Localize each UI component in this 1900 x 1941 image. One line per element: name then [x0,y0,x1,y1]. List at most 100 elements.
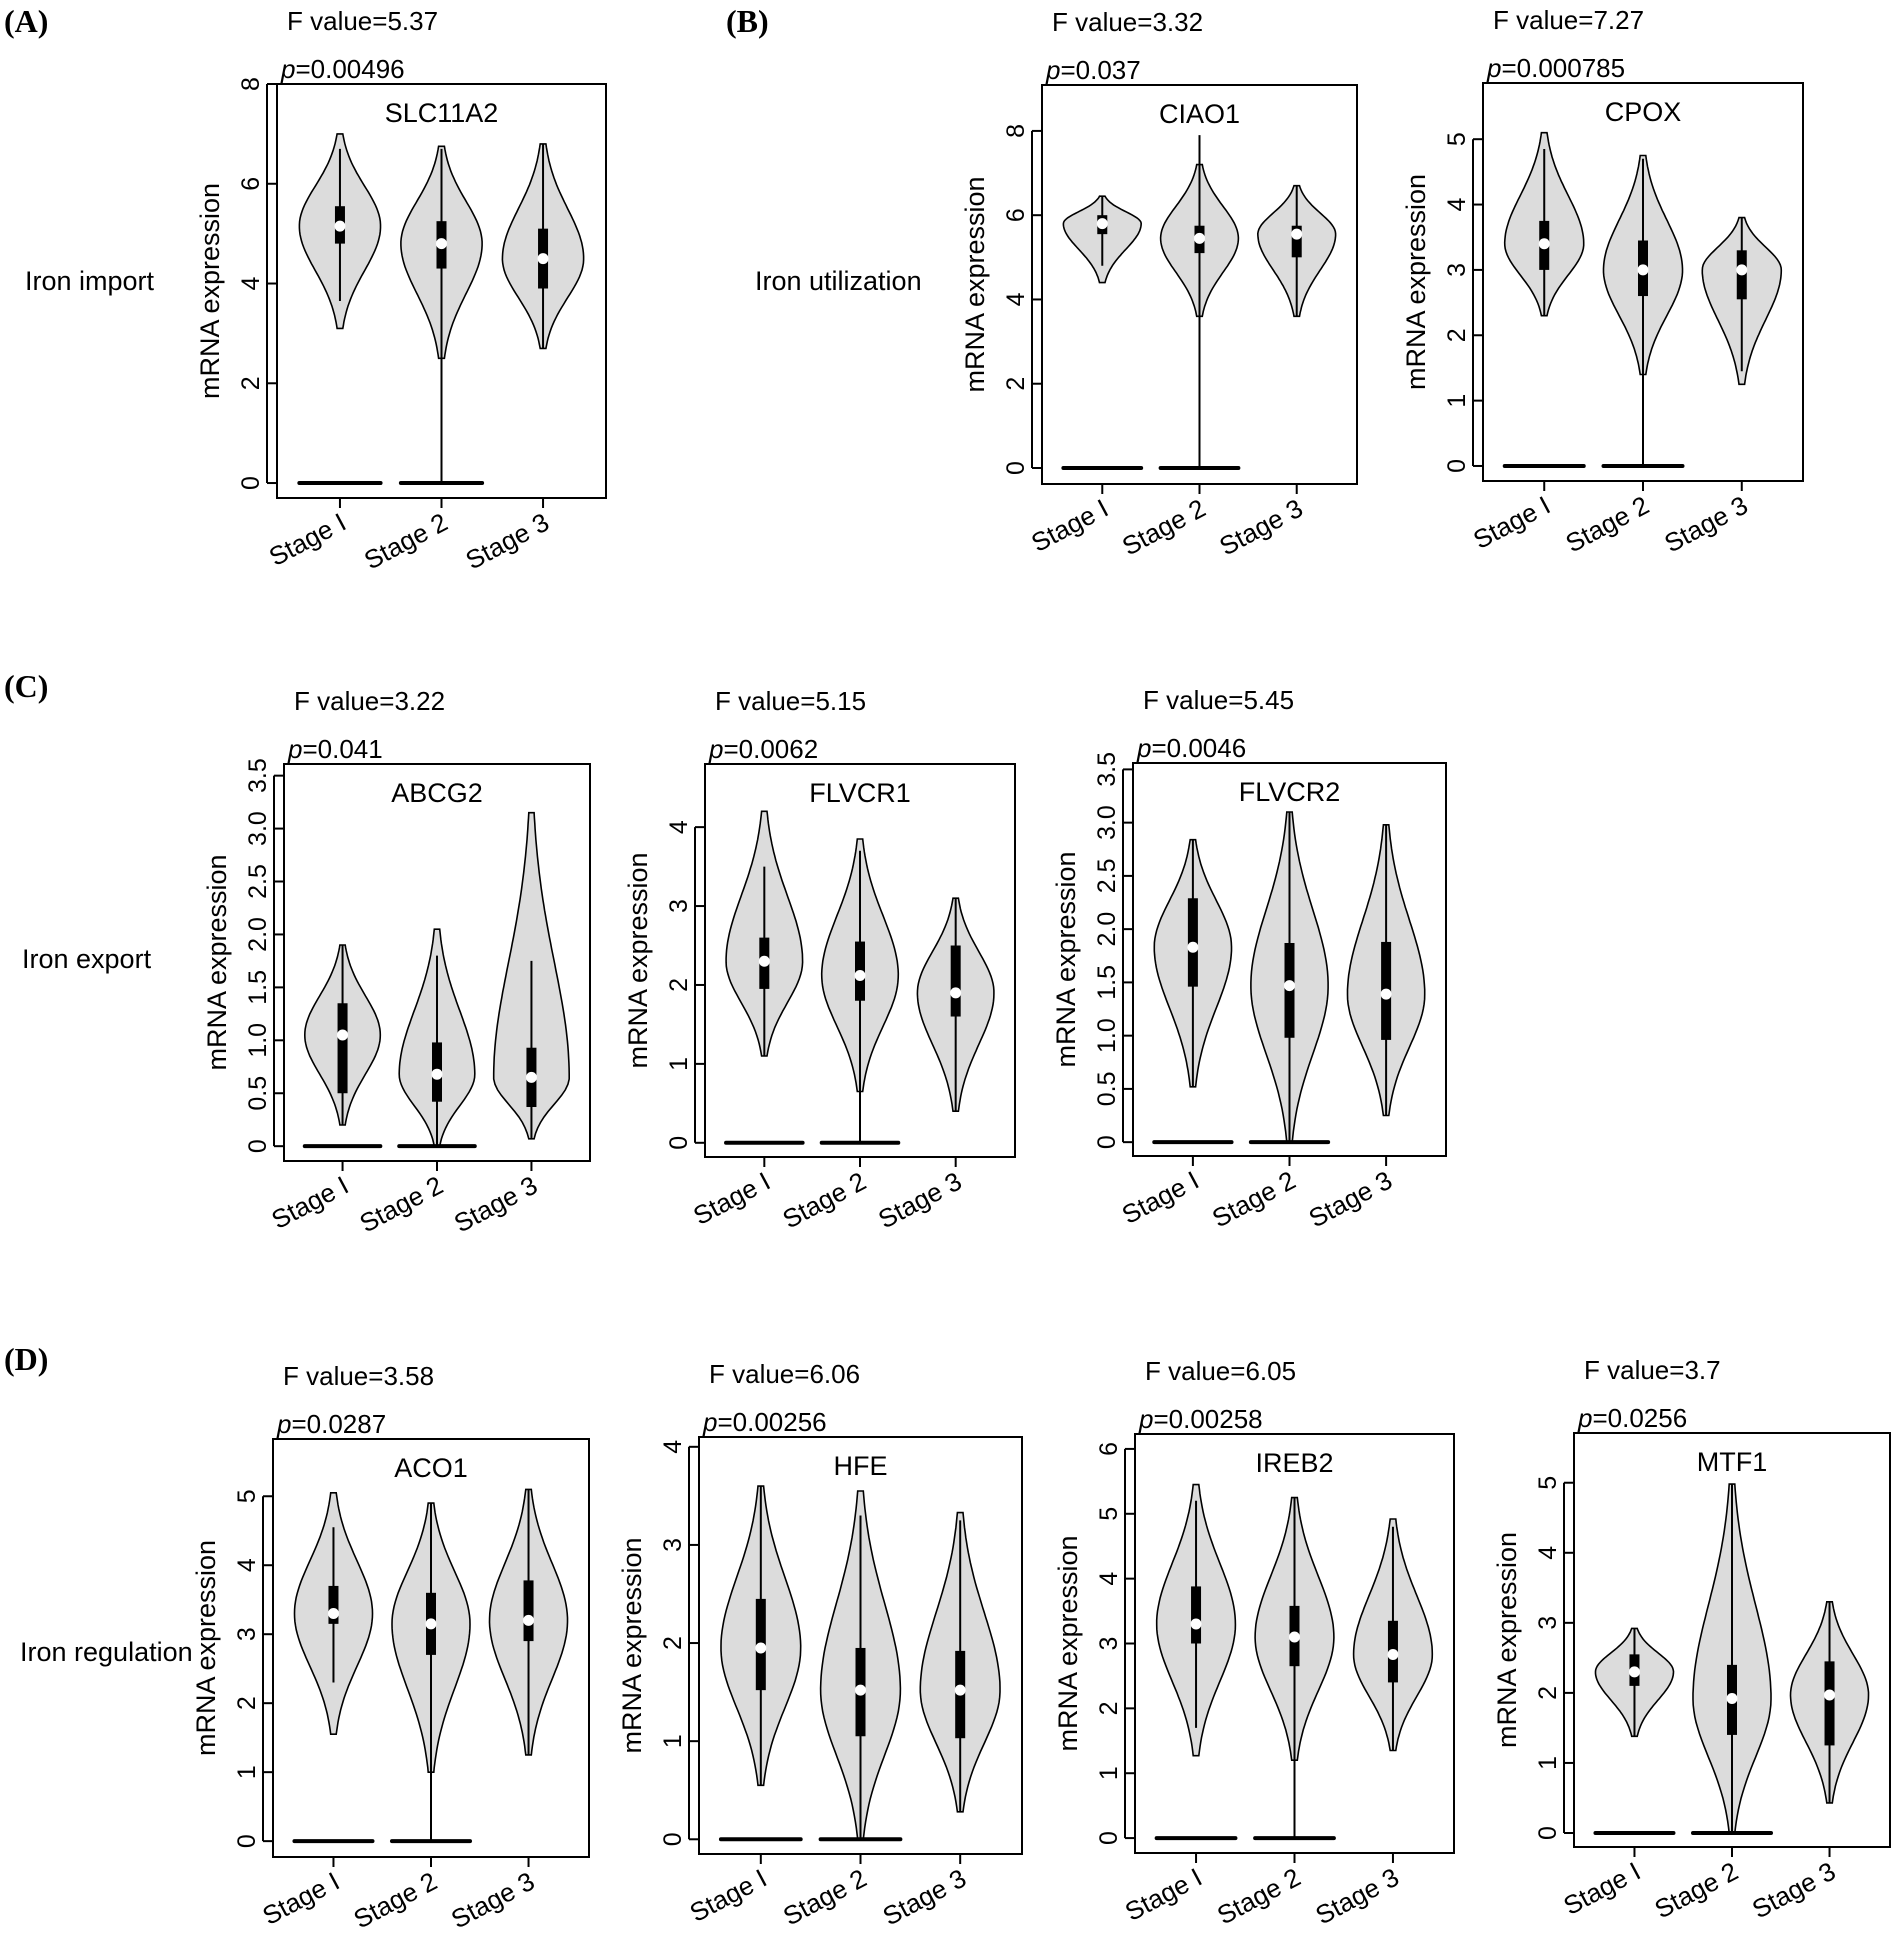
gene-title: ACO1 [394,1453,468,1483]
y-tick-label: 1 [1534,1756,1562,1770]
panel-letter-d: (D) [4,1341,48,1377]
p-value-label: p=0.00256 [702,1407,827,1437]
p-symbol: p [1138,1404,1153,1434]
violin-hfe-stage-3 [919,1511,1001,1813]
y-tick-label: 3 [665,899,693,913]
y-axis-label: mRNA expression [617,1537,647,1753]
p-symbol: p [1577,1403,1592,1433]
y-tick-label: 0 [665,1136,693,1150]
x-tick-label: Stage 3 [461,507,554,576]
median-dot [1637,264,1649,276]
y-axis-label: mRNA expression [1401,174,1431,390]
x-tick-label: Stage 3 [1311,1862,1404,1931]
y-tick-label: 4 [1534,1546,1562,1560]
x-tick-label: Stage 3 [1659,490,1752,559]
f-value-label: F value=6.06 [709,1359,860,1389]
y-tick-label: 5 [1095,1507,1123,1521]
x-tick-label: Stage 3 [1747,1856,1840,1925]
x-tick-label: Stage 3 [1304,1165,1397,1234]
violin-abcg2-stage-1 [302,944,383,1149]
x-tick-label: Stage 3 [873,1166,966,1235]
panel-ciao1: F value=3.32 p=0.037 CIAO1 0 2 4 6 8 mRNA expres… [960,7,1358,562]
median-dot [1194,232,1205,244]
y-axis-label: mRNA expression [623,852,653,1068]
panel-letter-a: (A) [4,3,48,39]
p-value: =0.00496 [295,54,404,84]
panel-letter-b: (B) [726,3,769,39]
y-tick-label: 1.0 [1093,1018,1121,1053]
y-axis-label: mRNA expression [191,1540,221,1756]
median-dot [436,238,447,250]
y-tick-label: 0.5 [1093,1072,1121,1107]
x-tick-label: Stage I [688,1166,775,1231]
f-value-label: F value=6.05 [1145,1356,1296,1386]
y-tick-label: 8 [237,77,265,91]
y-tick-label: 2.5 [1093,859,1121,894]
y-tick-label: 2 [1002,377,1030,391]
y-axis-label: mRNA expression [195,183,225,399]
y-tick-label: 6 [1095,1442,1123,1456]
y-tick-label: 1.5 [244,970,272,1005]
median-dot [327,1608,339,1620]
x-tick-label: Stage 3 [446,1866,539,1935]
median-dot [523,1614,535,1626]
gene-title: FLVCR1 [809,778,911,808]
p-value-label: p=0.0256 [1577,1403,1687,1433]
gene-title: ABCG2 [391,778,483,808]
iqr-box [1291,225,1302,258]
p-value: =0.000785 [1501,53,1625,83]
p-symbol: p [1045,55,1060,85]
y-tick-label: 4 [237,276,265,290]
median-dot [1190,1618,1202,1630]
median-dot [1387,1649,1399,1661]
median-dot [758,955,770,967]
p-symbol: p [280,54,295,84]
p-symbol: p [1486,53,1501,83]
y-tick-label: 4 [233,1558,261,1572]
violin-flvcr1-stage-1 [724,810,805,1145]
violin-mtf1-stage-1 [1593,1627,1676,1835]
y-tick-label: 2 [1443,328,1471,342]
y-tick-label: 1 [659,1734,687,1748]
y-tick-label: 3.5 [244,758,272,793]
y-tick-label: 2.0 [1093,912,1121,947]
violin-ireb2-stage-1 [1154,1483,1238,1841]
row-label-iron-export: Iron export [22,944,152,974]
p-symbol: p [702,1407,717,1437]
violin-cpox-stage-1 [1502,131,1586,468]
violin-cpox-stage-2 [1601,154,1685,468]
x-tick-label: Stage 2 [1212,1862,1305,1931]
p-value-label: p=0.0062 [708,734,818,764]
median-dot [525,1071,537,1083]
panel-slc11a2: F value=5.37 p=0.00496 SLC11A2 0 2 4 6 8 mRNA ex… [195,6,607,576]
panel-letter-c: (C) [4,668,48,704]
x-tick-label: Stage I [1026,493,1113,558]
panel-flvcr2: F value=5.45 p=0.0046 FLVCR2 0 0.5 1.0 1.5 2.0 2… [1051,685,1447,1234]
violin-flvcr2-stage-2 [1248,811,1331,1145]
y-tick-label: 4 [1002,292,1030,306]
y-tick-label: 2.0 [244,917,272,952]
median-dot [1538,238,1550,250]
y-tick-label: 2 [1534,1686,1562,1700]
f-value-label: F value=5.45 [1143,685,1294,715]
x-tick-label: Stage 2 [1117,493,1210,562]
iqr-box [1824,1661,1835,1746]
violin-flvcr1-stage-2 [819,838,901,1145]
y-axis-label: mRNA expression [202,854,232,1070]
y-tick-label: 0 [1534,1826,1562,1840]
y-tick-label: 1.0 [244,1023,272,1058]
p-value-label: p=0.0046 [1136,733,1246,763]
p-value: =0.0046 [1151,733,1246,763]
median-dot [1096,218,1108,230]
gene-title: IREB2 [1255,1448,1333,1478]
median-dot [954,1684,966,1696]
violin-flvcr2-stage-3 [1346,824,1426,1117]
p-symbol: p [287,734,302,764]
x-tick-label: Stage I [1468,490,1555,555]
y-tick-label: 1.5 [1093,965,1121,1000]
violin-flvcr1-stage-3 [916,897,995,1112]
p-symbol: p [708,734,723,764]
y-axis-label: mRNA expression [1053,1535,1083,1751]
x-tick-label: Stage I [264,507,351,572]
